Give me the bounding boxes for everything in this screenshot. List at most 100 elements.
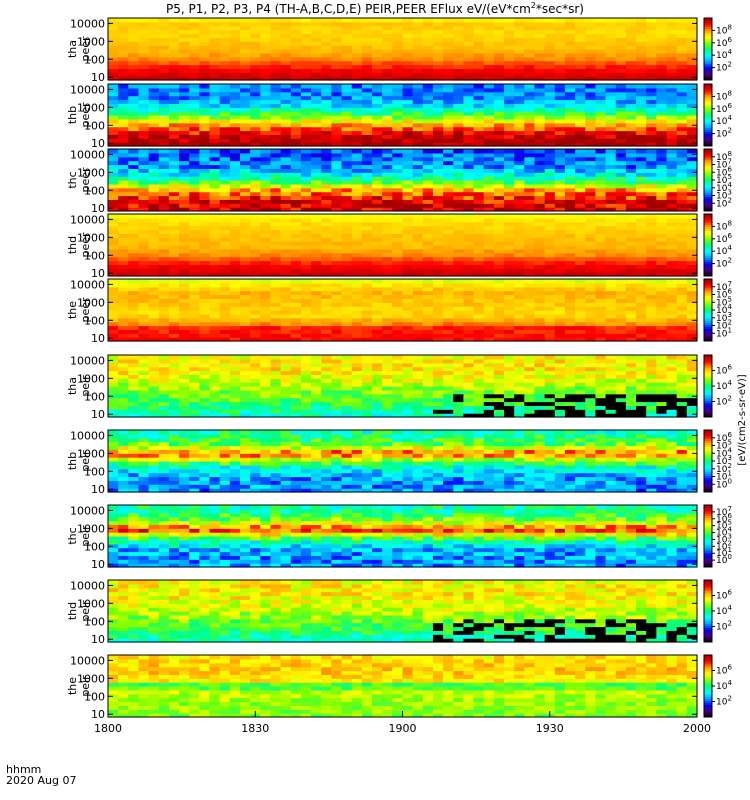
spectrogram-cell [168, 156, 180, 162]
spectrogram-cell [534, 164, 546, 169]
spectrogram-cell [290, 306, 302, 311]
spectrogram-cell [575, 252, 586, 258]
colorbar-step [704, 119, 712, 122]
spectrogram-cell [585, 52, 597, 58]
spectrogram-cell [351, 25, 363, 31]
spectrogram-cell [118, 272, 129, 277]
spectrogram-cell [128, 164, 140, 169]
spectrogram-cell [219, 37, 231, 42]
spectrogram-cell [666, 245, 678, 250]
spectrogram-cell [209, 45, 221, 50]
spectrogram-cell [554, 260, 566, 265]
spectrogram-cell [534, 41, 546, 46]
spectrogram-cell [189, 56, 200, 62]
spectrogram-cell [300, 49, 312, 54]
spectrogram-cell [554, 306, 566, 311]
spectrogram-cell [168, 18, 180, 23]
spectrogram-cell [636, 168, 647, 173]
spectrogram-cell [392, 329, 404, 334]
spectrogram-cell [686, 279, 698, 284]
spectrogram-cell [138, 294, 150, 299]
spectrogram-cell [473, 130, 485, 135]
spectrogram-cell [615, 68, 627, 73]
spectrogram-cell [443, 329, 454, 334]
spectrogram-cell [229, 33, 241, 38]
spectrogram-cell [229, 237, 241, 242]
spectrogram-cell [524, 76, 536, 81]
spectrogram-cell [361, 60, 373, 66]
spectrogram-cell [412, 272, 424, 277]
spectrogram-cell [118, 221, 129, 227]
spectrogram-cell [544, 221, 556, 227]
spectrogram-cell [514, 214, 525, 219]
spectrogram-cell [625, 168, 637, 173]
spectrogram-cell [189, 321, 200, 327]
spectrogram-cell [615, 64, 627, 69]
spectrogram-cell [402, 264, 414, 269]
spectrogram-cell [250, 256, 261, 262]
spectrogram-cell [219, 321, 231, 327]
spectrogram-cell [280, 176, 292, 181]
spectrogram-cell [260, 118, 272, 124]
spectrogram-cell [128, 217, 140, 223]
spectrogram-cell [168, 76, 180, 81]
spectrogram-cell [290, 333, 302, 338]
colorbar-step [704, 226, 712, 229]
spectrogram-cell [290, 142, 302, 147]
spectrogram-cell [168, 142, 180, 147]
spectrogram-cell [443, 149, 454, 154]
spectrogram-cell [148, 156, 160, 162]
spectrogram-cell [209, 99, 221, 104]
spectrogram-cell [361, 245, 373, 250]
spectrogram-cell [646, 217, 657, 223]
spectrogram-cell [504, 310, 515, 315]
spectrogram-cell [666, 60, 678, 66]
spectrogram-cell [595, 160, 607, 166]
spectrogram-cell [463, 203, 475, 208]
spectrogram-cell [372, 126, 383, 132]
spectrogram-cell [463, 29, 475, 35]
spectrogram-cell [554, 199, 566, 204]
spectrogram-cell [179, 176, 190, 181]
spectrogram-cell [473, 237, 485, 242]
spectrogram-cell [158, 95, 170, 101]
spectrogram-cell [524, 237, 536, 242]
spectrogram-cell [382, 207, 393, 212]
spectrogram-cell [473, 290, 485, 296]
spectrogram-cell [168, 329, 180, 334]
spectrogram-cell [321, 134, 333, 139]
spectrogram-cell [321, 84, 333, 89]
spectrogram-cell [453, 107, 465, 112]
spectrogram-cell [595, 87, 607, 93]
spectrogram-cell [311, 56, 322, 62]
spectrogram-cell [280, 64, 292, 69]
spectrogram-cell [361, 84, 373, 89]
spectrogram-cell [625, 248, 637, 254]
spectrogram-cell [422, 52, 434, 58]
spectrogram-cell [605, 160, 617, 166]
spectrogram-cell [514, 282, 525, 288]
spectrogram-cell [646, 168, 657, 173]
spectrogram-cell [524, 248, 536, 254]
spectrogram-cell [331, 115, 343, 120]
spectrogram-cell [483, 130, 495, 135]
spectrogram-cell [280, 337, 292, 342]
spectrogram-cell [575, 279, 586, 284]
spectrogram-cell [524, 33, 536, 38]
spectrogram-cell [595, 229, 607, 234]
spectrogram-cell [575, 103, 586, 108]
spectrogram-cell [138, 401, 150, 406]
spectrogram-cell [260, 172, 272, 177]
spectrogram-cell [108, 99, 119, 104]
spectrogram-cell [382, 282, 393, 288]
spectrogram-cell [595, 248, 607, 254]
spectrogram-cell [250, 21, 261, 27]
spectrogram-cell [158, 103, 170, 108]
spectrogram-cell [209, 138, 221, 143]
spectrogram-cell [321, 41, 333, 46]
spectrogram-cell [168, 333, 180, 338]
spectrogram-cell [382, 76, 393, 81]
spectrogram-cell [595, 252, 607, 258]
spectrogram-cell [605, 233, 617, 238]
spectrogram-cell [280, 325, 292, 330]
